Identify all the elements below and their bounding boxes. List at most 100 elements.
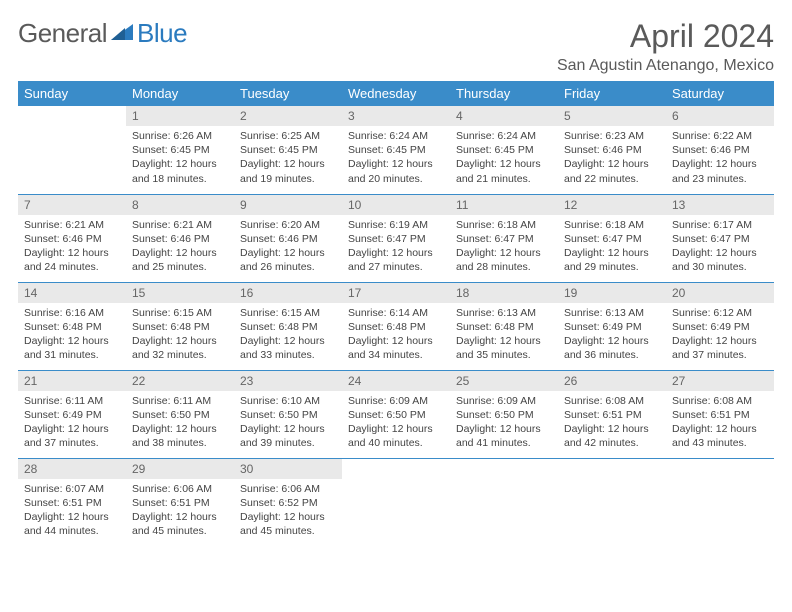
day-number: 13 bbox=[666, 195, 774, 215]
sunset-text: Sunset: 6:45 PM bbox=[132, 143, 228, 157]
calendar-day-cell bbox=[558, 458, 666, 546]
sunset-text: Sunset: 6:46 PM bbox=[240, 232, 336, 246]
sunrise-text: Sunrise: 6:16 AM bbox=[24, 306, 120, 320]
day-number: 7 bbox=[18, 195, 126, 215]
daylight-text: Daylight: 12 hours and 24 minutes. bbox=[24, 246, 120, 274]
day-number: 27 bbox=[666, 371, 774, 391]
calendar-day-cell: 23Sunrise: 6:10 AMSunset: 6:50 PMDayligh… bbox=[234, 370, 342, 458]
day-number: 10 bbox=[342, 195, 450, 215]
calendar-day-cell: 21Sunrise: 6:11 AMSunset: 6:49 PMDayligh… bbox=[18, 370, 126, 458]
calendar-week-row: 1Sunrise: 6:26 AMSunset: 6:45 PMDaylight… bbox=[18, 106, 774, 194]
sunrise-text: Sunrise: 6:20 AM bbox=[240, 218, 336, 232]
day-details: Sunrise: 6:09 AMSunset: 6:50 PMDaylight:… bbox=[450, 391, 558, 457]
calendar-week-row: 21Sunrise: 6:11 AMSunset: 6:49 PMDayligh… bbox=[18, 370, 774, 458]
day-number: 15 bbox=[126, 283, 234, 303]
day-details: Sunrise: 6:24 AMSunset: 6:45 PMDaylight:… bbox=[342, 126, 450, 192]
day-details: Sunrise: 6:08 AMSunset: 6:51 PMDaylight:… bbox=[558, 391, 666, 457]
daylight-text: Daylight: 12 hours and 36 minutes. bbox=[564, 334, 660, 362]
sunrise-text: Sunrise: 6:19 AM bbox=[348, 218, 444, 232]
sunset-text: Sunset: 6:46 PM bbox=[24, 232, 120, 246]
weekday-header: Tuesday bbox=[234, 81, 342, 106]
sunset-text: Sunset: 6:47 PM bbox=[348, 232, 444, 246]
logo-text-blue: Blue bbox=[137, 18, 187, 49]
daylight-text: Daylight: 12 hours and 19 minutes. bbox=[240, 157, 336, 185]
daylight-text: Daylight: 12 hours and 31 minutes. bbox=[24, 334, 120, 362]
day-details: Sunrise: 6:15 AMSunset: 6:48 PMDaylight:… bbox=[126, 303, 234, 369]
sunset-text: Sunset: 6:47 PM bbox=[564, 232, 660, 246]
sunrise-text: Sunrise: 6:10 AM bbox=[240, 394, 336, 408]
sunset-text: Sunset: 6:50 PM bbox=[348, 408, 444, 422]
day-details: Sunrise: 6:06 AMSunset: 6:51 PMDaylight:… bbox=[126, 479, 234, 545]
day-details: Sunrise: 6:06 AMSunset: 6:52 PMDaylight:… bbox=[234, 479, 342, 545]
daylight-text: Daylight: 12 hours and 34 minutes. bbox=[348, 334, 444, 362]
day-number: 26 bbox=[558, 371, 666, 391]
day-number: 5 bbox=[558, 106, 666, 126]
day-number: 23 bbox=[234, 371, 342, 391]
day-details: Sunrise: 6:07 AMSunset: 6:51 PMDaylight:… bbox=[18, 479, 126, 545]
daylight-text: Daylight: 12 hours and 35 minutes. bbox=[456, 334, 552, 362]
daylight-text: Daylight: 12 hours and 18 minutes. bbox=[132, 157, 228, 185]
calendar-week-row: 28Sunrise: 6:07 AMSunset: 6:51 PMDayligh… bbox=[18, 458, 774, 546]
day-number: 3 bbox=[342, 106, 450, 126]
calendar-day-cell: 2Sunrise: 6:25 AMSunset: 6:45 PMDaylight… bbox=[234, 106, 342, 194]
day-details: Sunrise: 6:13 AMSunset: 6:48 PMDaylight:… bbox=[450, 303, 558, 369]
calendar-day-cell: 30Sunrise: 6:06 AMSunset: 6:52 PMDayligh… bbox=[234, 458, 342, 546]
logo-text-general: General bbox=[18, 18, 107, 49]
day-number: 25 bbox=[450, 371, 558, 391]
daylight-text: Daylight: 12 hours and 37 minutes. bbox=[672, 334, 768, 362]
calendar-week-row: 7Sunrise: 6:21 AMSunset: 6:46 PMDaylight… bbox=[18, 194, 774, 282]
sunset-text: Sunset: 6:52 PM bbox=[240, 496, 336, 510]
sunrise-text: Sunrise: 6:11 AM bbox=[132, 394, 228, 408]
calendar-day-cell: 27Sunrise: 6:08 AMSunset: 6:51 PMDayligh… bbox=[666, 370, 774, 458]
day-number: 18 bbox=[450, 283, 558, 303]
sunrise-text: Sunrise: 6:13 AM bbox=[456, 306, 552, 320]
day-number: 9 bbox=[234, 195, 342, 215]
daylight-text: Daylight: 12 hours and 45 minutes. bbox=[240, 510, 336, 538]
sunrise-text: Sunrise: 6:21 AM bbox=[132, 218, 228, 232]
daylight-text: Daylight: 12 hours and 21 minutes. bbox=[456, 157, 552, 185]
sunrise-text: Sunrise: 6:09 AM bbox=[456, 394, 552, 408]
day-details: Sunrise: 6:21 AMSunset: 6:46 PMDaylight:… bbox=[18, 215, 126, 281]
weekday-header-row: Sunday Monday Tuesday Wednesday Thursday… bbox=[18, 81, 774, 106]
daylight-text: Daylight: 12 hours and 44 minutes. bbox=[24, 510, 120, 538]
day-number: 19 bbox=[558, 283, 666, 303]
sunset-text: Sunset: 6:46 PM bbox=[564, 143, 660, 157]
daylight-text: Daylight: 12 hours and 28 minutes. bbox=[456, 246, 552, 274]
calendar-day-cell: 24Sunrise: 6:09 AMSunset: 6:50 PMDayligh… bbox=[342, 370, 450, 458]
calendar-day-cell: 19Sunrise: 6:13 AMSunset: 6:49 PMDayligh… bbox=[558, 282, 666, 370]
sunrise-text: Sunrise: 6:25 AM bbox=[240, 129, 336, 143]
sunrise-text: Sunrise: 6:15 AM bbox=[132, 306, 228, 320]
calendar-day-cell: 17Sunrise: 6:14 AMSunset: 6:48 PMDayligh… bbox=[342, 282, 450, 370]
day-number: 24 bbox=[342, 371, 450, 391]
day-details: Sunrise: 6:24 AMSunset: 6:45 PMDaylight:… bbox=[450, 126, 558, 192]
day-details: Sunrise: 6:18 AMSunset: 6:47 PMDaylight:… bbox=[558, 215, 666, 281]
weekday-header: Saturday bbox=[666, 81, 774, 106]
calendar-day-cell: 25Sunrise: 6:09 AMSunset: 6:50 PMDayligh… bbox=[450, 370, 558, 458]
weekday-header: Sunday bbox=[18, 81, 126, 106]
sunrise-text: Sunrise: 6:13 AM bbox=[564, 306, 660, 320]
daylight-text: Daylight: 12 hours and 45 minutes. bbox=[132, 510, 228, 538]
sunset-text: Sunset: 6:47 PM bbox=[456, 232, 552, 246]
sunrise-text: Sunrise: 6:24 AM bbox=[456, 129, 552, 143]
daylight-text: Daylight: 12 hours and 29 minutes. bbox=[564, 246, 660, 274]
sunrise-text: Sunrise: 6:18 AM bbox=[564, 218, 660, 232]
daylight-text: Daylight: 12 hours and 26 minutes. bbox=[240, 246, 336, 274]
day-number: 20 bbox=[666, 283, 774, 303]
calendar-day-cell: 3Sunrise: 6:24 AMSunset: 6:45 PMDaylight… bbox=[342, 106, 450, 194]
daylight-text: Daylight: 12 hours and 39 minutes. bbox=[240, 422, 336, 450]
sunset-text: Sunset: 6:46 PM bbox=[132, 232, 228, 246]
weekday-header: Wednesday bbox=[342, 81, 450, 106]
sunset-text: Sunset: 6:45 PM bbox=[456, 143, 552, 157]
daylight-text: Daylight: 12 hours and 38 minutes. bbox=[132, 422, 228, 450]
sunrise-text: Sunrise: 6:18 AM bbox=[456, 218, 552, 232]
day-number: 22 bbox=[126, 371, 234, 391]
day-number: 14 bbox=[18, 283, 126, 303]
day-details: Sunrise: 6:14 AMSunset: 6:48 PMDaylight:… bbox=[342, 303, 450, 369]
weekday-header: Monday bbox=[126, 81, 234, 106]
day-details: Sunrise: 6:17 AMSunset: 6:47 PMDaylight:… bbox=[666, 215, 774, 281]
day-number bbox=[342, 459, 450, 465]
sunrise-text: Sunrise: 6:07 AM bbox=[24, 482, 120, 496]
calendar-day-cell: 15Sunrise: 6:15 AMSunset: 6:48 PMDayligh… bbox=[126, 282, 234, 370]
day-number: 11 bbox=[450, 195, 558, 215]
calendar-day-cell: 29Sunrise: 6:06 AMSunset: 6:51 PMDayligh… bbox=[126, 458, 234, 546]
